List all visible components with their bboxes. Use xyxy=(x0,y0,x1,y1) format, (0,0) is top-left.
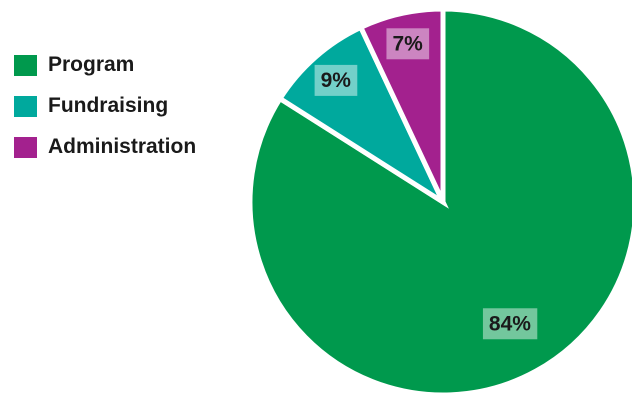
data-label-box-fundraising xyxy=(314,64,358,96)
pie-slice-fundraising xyxy=(276,24,449,209)
data-label-box-program xyxy=(482,308,538,340)
legend-item-program: Program xyxy=(14,53,196,76)
legend-item-fundraising: Fundraising xyxy=(14,94,196,117)
data-label-text-administration: 7% xyxy=(392,32,423,55)
legend-swatch-fundraising xyxy=(14,95,37,117)
legend-swatch-program xyxy=(14,54,37,76)
legend-label-administration: Administration xyxy=(48,135,197,158)
data-label-administration: 7% xyxy=(386,28,430,60)
data-label-program: 84% xyxy=(482,308,538,340)
pie-slice-administration xyxy=(357,6,446,204)
data-label-fundraising: 9% xyxy=(314,64,358,96)
legend-item-administration: Administration xyxy=(14,135,197,158)
data-label-text-fundraising: 9% xyxy=(321,69,352,92)
legend-label-program: Program xyxy=(48,53,135,76)
chart-legend: Program Fundraising Administration xyxy=(14,53,197,177)
data-label-box-administration xyxy=(386,28,430,60)
legend-swatch-administration xyxy=(14,136,37,158)
data-label-text-program: 84% xyxy=(489,312,531,335)
pie-slices xyxy=(247,6,632,398)
pie-data-labels: 84% 9% 7% xyxy=(314,28,538,340)
legend-label-fundraising: Fundraising xyxy=(48,94,169,117)
